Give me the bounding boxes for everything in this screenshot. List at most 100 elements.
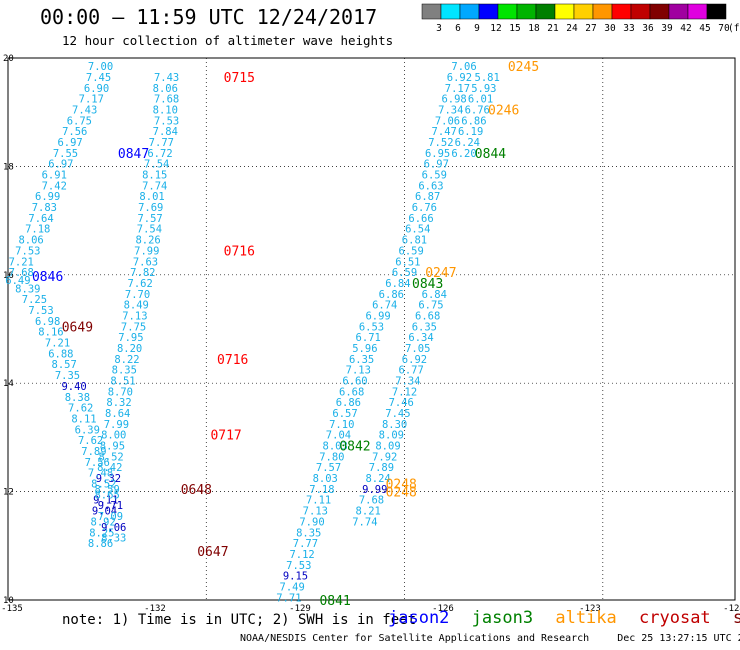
wave-height-value: 7.82 (130, 267, 155, 279)
wave-height-value: 7.13 (122, 310, 147, 322)
wave-height-value: 7.04 (326, 430, 351, 442)
wave-height-value: 6.01 (468, 94, 493, 106)
wave-height-value: 7.12 (289, 549, 314, 561)
wave-height-value: 7.74 (352, 516, 377, 528)
pass-time-label: 0844 (475, 147, 506, 162)
colorbar-tick-label: 12 (490, 23, 501, 34)
wave-height-value: 6.97 (57, 137, 82, 149)
wave-height-value: 7.18 (25, 224, 50, 236)
wave-height-value: 8.09 (379, 430, 404, 442)
wave-height-value: 7.89 (369, 462, 394, 474)
colorbar-tick-label: 36 (642, 23, 654, 34)
wave-height-value: 6.20 (451, 148, 476, 160)
wave-height-value: 8.16 (38, 327, 63, 339)
wave-height-value: 7.99 (104, 419, 129, 431)
wave-height-value: 7.13 (346, 365, 371, 377)
wave-height-value: 6.81 (402, 235, 427, 247)
wave-height-value: 7.13 (303, 506, 328, 518)
colorbar-swatch (706, 3, 727, 20)
mission-jason3: jason3 (471, 608, 534, 628)
mission-s3a: s3a (732, 608, 740, 628)
wave-height-value: 9.06 (101, 522, 126, 534)
wave-height-value: 8.06 (18, 235, 43, 247)
wave-height-value: 7.92 (372, 451, 397, 463)
colorbar-swatch (440, 3, 461, 20)
wave-height-value: 6.91 (42, 170, 67, 182)
credit-line: NOAA/NESDIS Center for Satellite Applica… (240, 633, 740, 644)
x-tick-label: -129 (289, 604, 311, 614)
wave-height-value: 7.68 (359, 495, 384, 507)
wave-height-value: 6.74 (372, 300, 397, 312)
wave-height-value: 6.68 (339, 386, 364, 398)
wave-height-value: 8.49 (124, 300, 149, 312)
wave-height-value: 5.81 (475, 72, 500, 84)
x-tick-label: -135 (1, 604, 23, 614)
wave-height-value: 8.10 (153, 104, 178, 116)
wave-height-value: 7.53 (28, 305, 53, 317)
pass-time-label: 0843 (412, 277, 443, 292)
wave-height-value: 7.53 (286, 560, 311, 572)
wave-height-value: 8.09 (375, 441, 400, 453)
credit-timestamp: Dec 25 13:27:15 UTC 2017 (617, 633, 740, 644)
wave-height-value: 6.77 (399, 365, 424, 377)
wave-height-value: 6.92 (447, 72, 472, 84)
wave-height-value: 6.84 (422, 289, 447, 301)
wave-height-value: 7.10 (329, 419, 354, 431)
wave-height-value: 7.63 (133, 256, 158, 268)
pass-time-label: 0649 (62, 320, 93, 335)
colorbar-swatch (668, 3, 689, 20)
wave-height-value: 8.70 (108, 386, 133, 398)
wave-height-value: 7.11 (306, 495, 331, 507)
wave-height-value: 7.21 (45, 338, 70, 350)
colorbar-tick-label: 18 (528, 23, 540, 34)
mission-altika: altika (555, 608, 617, 628)
wave-height-value: 7.17 (79, 94, 104, 106)
colorbar-swatch (497, 3, 518, 20)
pass-time-label: 0841 (319, 594, 350, 609)
wave-height-value: 8.35 (112, 365, 137, 377)
wave-height-value: 7.62 (128, 278, 153, 290)
wave-height-value: 8.30 (382, 419, 407, 431)
wave-height-value: 7.62 (78, 435, 103, 447)
wave-height-value: 8.24 (365, 473, 390, 485)
colorbar-swatch (516, 3, 537, 20)
wave-height-value: 9.71 (98, 500, 123, 512)
wave-height-value: 7.06 (451, 61, 476, 73)
colorbar-tick-label: 21 (547, 23, 559, 34)
wave-height-value: 8.38 (65, 392, 90, 404)
wave-height-value: 6.39 (75, 424, 100, 436)
wave-height-value: 9.11 (93, 495, 118, 507)
wave-height-value: 8.52 (91, 478, 116, 490)
wave-height-value: 7.68 (154, 94, 179, 106)
chart-title: 00:00 – 11:59 UTC 12/24/2017 (40, 5, 378, 29)
wave-height-value: 6.59 (422, 170, 447, 182)
pass-time-label: 0716 (217, 353, 248, 368)
chart-subtitle: 12 hour collection of altimeter wave hei… (62, 33, 394, 48)
colorbar-tick-label: 39 (661, 23, 673, 34)
wave-height-value: 7.45 (86, 72, 111, 84)
wave-height-value: 7.53 (15, 245, 40, 257)
wave-height-value: 6.97 (48, 159, 73, 171)
wave-height-value: 7.21 (9, 256, 34, 268)
wave-height-value: 8.52 (98, 451, 123, 463)
wave-height-value: 9.15 (283, 571, 308, 583)
wave-height-value: 7.75 (121, 321, 146, 333)
wave-height-value: 7.00 (88, 61, 113, 73)
pass-time-label: 0842 (339, 440, 370, 455)
pass-time-label: 0248 (386, 486, 417, 501)
wave-height-value: 7.56 (85, 457, 110, 469)
wave-height-value: 5.96 (352, 343, 377, 355)
colorbar-tick-label: 3 (436, 23, 442, 34)
wave-height-value: 6.60 (342, 375, 367, 387)
wave-height-value: 7.17 (445, 83, 470, 95)
wave-height-value: 6.57 (332, 408, 357, 420)
wave-height-value: 8.95 (100, 441, 125, 453)
wave-height-value: 7.52 (428, 137, 453, 149)
colorbar-swatch (554, 3, 575, 20)
wave-height-value: 7.69 (138, 202, 163, 214)
wave-height-value: 7.54 (137, 224, 162, 236)
wave-height-value: 6.99 (365, 310, 390, 322)
wave-height-value: 7.77 (149, 137, 174, 149)
wave-height-value: 6.68 (415, 310, 440, 322)
pass-time-labels: 0847 0846 0715 0716 0716 0717 0649 0648 0647 0844… (32, 60, 539, 609)
